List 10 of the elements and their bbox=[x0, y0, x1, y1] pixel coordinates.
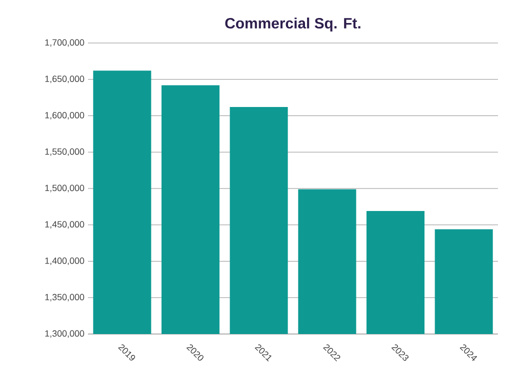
y-tick-label: 1,400,000 bbox=[45, 258, 84, 265]
y-tick-label: 1,550,000 bbox=[45, 148, 84, 156]
y-tick-label: 1,600,000 bbox=[45, 112, 84, 120]
chart-title: Commercial Sq. Ft. bbox=[225, 18, 360, 32]
y-tick-label: 1,500,000 bbox=[45, 184, 84, 192]
y-tick-label: 1,300,000 bbox=[45, 330, 84, 338]
y-tick-label: 1,700,000 bbox=[45, 39, 84, 47]
y-tick-label: 1,650,000 bbox=[45, 76, 84, 84]
y-tick-label: 1,450,000 bbox=[45, 221, 84, 229]
y-tick-label: 1,350,000 bbox=[45, 294, 84, 302]
